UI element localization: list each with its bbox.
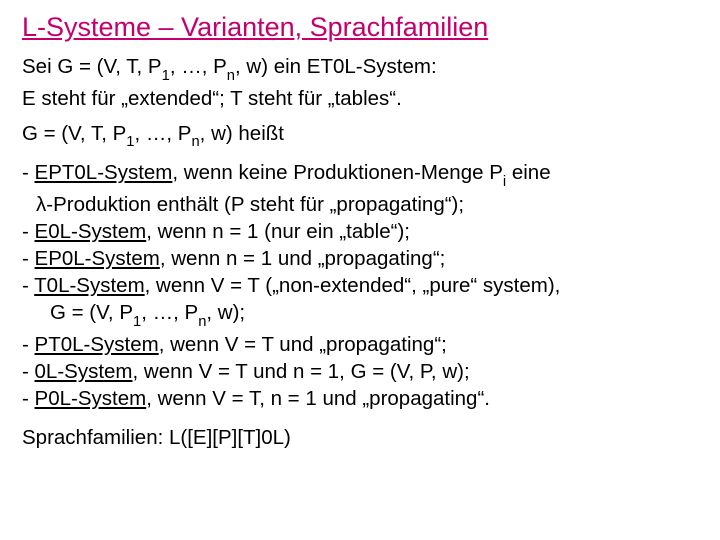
items-block: - EPT0L-System, wenn keine Produktionen-… (22, 159, 698, 411)
0l-tail: , wenn V = T und n = 1, G = (V, P, w); (133, 360, 470, 383)
p0l-name: P0L-System (35, 387, 147, 410)
t0l-name: T0L-System (34, 274, 145, 297)
p0l-tail: , wenn V = T, n = 1 und „propagating“. (146, 387, 490, 410)
item-t0l: - T0L-System, wenn V = T („non-extended“… (22, 272, 698, 299)
e0l-tail: , wenn n = 1 (nur ein „table“); (146, 220, 410, 243)
intro-1a: Sei G = (V, T, P (22, 55, 162, 78)
slide-title: L-Systeme – Varianten, Sprachfamilien (22, 12, 698, 43)
t0l-sub1: 1 (133, 314, 141, 330)
dash: - (22, 220, 35, 243)
pt0l-name: PT0L-System (35, 333, 159, 356)
t0l-tail: , wenn V = T („non-extended“, „pure“ sys… (145, 274, 561, 297)
ept0l-name: EPT0L-System (35, 161, 173, 184)
dash: - (22, 360, 35, 383)
t0l-l2b: , …, P (141, 301, 198, 324)
ep0l-tail: , wenn n = 1 und „propagating“; (160, 247, 446, 270)
e0l-name: E0L-System (35, 220, 147, 243)
heisst-b: , …, P (134, 122, 191, 145)
pt0l-tail: , wenn V = T und „propagating“; (159, 333, 447, 356)
t0l-l2c: , w); (206, 301, 245, 324)
item-0l: - 0L-System, wenn V = T und n = 1, G = (… (22, 358, 698, 385)
t0l-subn: n (198, 314, 206, 330)
item-e0l: - E0L-System, wenn n = 1 (nur ein „table… (22, 218, 698, 245)
heisst-subn: n (191, 134, 199, 150)
heisst-sub1: 1 (126, 134, 134, 150)
dash: - (22, 274, 34, 297)
0l-name: 0L-System (35, 360, 133, 383)
intro-1b: , …, P (170, 55, 227, 78)
dash: - (22, 161, 35, 184)
item-ept0l-line2: λ-Produktion enthält (P steht für „propa… (22, 191, 698, 218)
heisst-c: , w) heißt (200, 122, 284, 145)
ep0l-name: EP0L-System (35, 247, 160, 270)
heisst-a: G = (V, T, P (22, 122, 126, 145)
intro-line-1: Sei G = (V, T, P1, …, Pn, w) ein ET0L-Sy… (22, 53, 698, 85)
heisst-block: G = (V, T, P1, …, Pn, w) heißt (22, 120, 698, 152)
intro-block: Sei G = (V, T, P1, …, Pn, w) ein ET0L-Sy… (22, 53, 698, 112)
intro-subn: n (227, 68, 235, 84)
ept0l-tail1a: , wenn keine Produktionen-Menge P (172, 161, 502, 184)
item-p0l: - P0L-System, wenn V = T, n = 1 und „pro… (22, 385, 698, 412)
intro-1c: , w) ein ET0L-System: (235, 55, 437, 78)
ept0l-tail1b: eine (506, 161, 550, 184)
dash: - (22, 247, 35, 270)
ept0l-subi: i (503, 174, 506, 190)
t0l-l2a: G = (V, P (50, 301, 133, 324)
item-ep0l: - EP0L-System, wenn n = 1 und „propagati… (22, 245, 698, 272)
intro-sub1: 1 (162, 68, 170, 84)
item-pt0l: - PT0L-System, wenn V = T und „propagati… (22, 331, 698, 358)
dash: - (22, 333, 35, 356)
dash: - (22, 387, 35, 410)
sprachfamilien: Sprachfamilien: L([E][P][T]0L) (22, 424, 698, 451)
intro-line-2: E steht für „extended“; T steht für „tab… (22, 85, 698, 112)
item-t0l-line2: G = (V, P1, …, Pn, w); (22, 299, 698, 331)
item-ept0l: - EPT0L-System, wenn keine Produktionen-… (22, 159, 698, 191)
heisst-line: G = (V, T, P1, …, Pn, w) heißt (22, 120, 698, 152)
